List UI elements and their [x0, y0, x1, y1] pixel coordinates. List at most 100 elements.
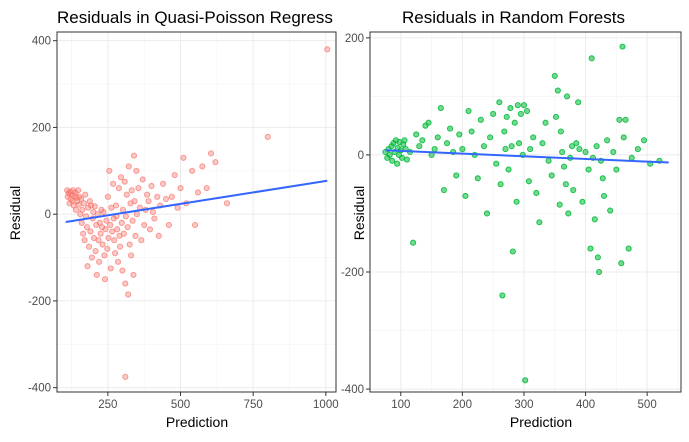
scatter-point	[203, 185, 210, 192]
scatter-point	[130, 271, 137, 278]
scatter-point	[107, 265, 114, 272]
scatter-point	[556, 201, 563, 208]
scatter-point	[80, 230, 87, 237]
scatter-point	[324, 46, 331, 53]
scatter-point	[530, 134, 537, 141]
x-tick-label: 750	[244, 399, 263, 411]
scatter-point	[604, 137, 611, 144]
scatter-point	[520, 102, 528, 109]
scatter-point	[117, 174, 124, 181]
scatter-point	[525, 178, 532, 185]
x-tick-label: 300	[514, 399, 533, 411]
scatter-point	[115, 185, 122, 192]
scatter-point	[562, 181, 569, 188]
scatter-point	[160, 180, 167, 187]
x-tick-label: 250	[98, 399, 117, 411]
trend-line	[65, 179, 328, 223]
y-tick-label: 200	[32, 122, 51, 134]
scatter-point	[104, 245, 111, 252]
scatter-point	[138, 237, 145, 244]
trend-layer	[65, 179, 328, 223]
scatter-point	[130, 152, 138, 159]
scatter-point	[120, 230, 127, 237]
scatter-point	[78, 195, 85, 203]
scatter-point	[85, 243, 93, 250]
scatter-point	[596, 268, 603, 276]
trend-layer	[385, 149, 669, 164]
scatter-point	[570, 186, 577, 194]
scatter-point	[75, 187, 82, 194]
axes-layer: 100 200 300 400 500 200 0 -200 -400	[341, 31, 682, 411]
scatter-point	[146, 226, 154, 233]
scatter-point	[634, 146, 641, 153]
scatter-point	[585, 166, 592, 173]
scatter-point	[122, 280, 129, 287]
scatter-point	[133, 167, 140, 174]
scatter-point	[447, 125, 454, 132]
scatter-point	[118, 219, 125, 226]
scatter-point	[599, 175, 606, 182]
y-tick-label: 400	[32, 36, 51, 48]
scatter-point	[462, 192, 469, 199]
scatter-point	[148, 182, 155, 190]
scatter-point	[386, 151, 393, 158]
scatter-point	[576, 146, 583, 153]
scatter-point	[503, 113, 510, 120]
scatter-point	[64, 187, 71, 194]
scatter-point	[587, 245, 594, 252]
scatter-point	[111, 237, 118, 244]
scatter-point	[620, 134, 627, 141]
scatter-point	[459, 146, 466, 153]
scatter-point	[84, 263, 91, 270]
scatter-point	[132, 232, 139, 239]
scatter-point	[398, 154, 406, 161]
scatter-point	[72, 206, 79, 213]
scatter-point	[443, 140, 451, 147]
scatter-point	[80, 200, 88, 207]
scatter-point	[507, 105, 514, 112]
scatter-point	[82, 191, 89, 198]
scatter-point	[125, 291, 132, 298]
trend-line	[385, 149, 669, 164]
scatter-point	[125, 163, 132, 170]
scatter-point	[177, 185, 184, 192]
scatter-point	[487, 134, 494, 141]
x-tick-label: 200	[453, 399, 472, 411]
scatter-point	[103, 217, 110, 224]
y-tick-label: -400	[28, 383, 51, 395]
scatter-point	[109, 228, 116, 235]
scatter-point	[122, 213, 129, 220]
scatter-point	[87, 228, 94, 235]
scatter-point	[99, 241, 106, 248]
scatter-point	[548, 172, 555, 179]
scatter-point	[78, 219, 85, 226]
scatter-point	[207, 150, 215, 157]
scatter-point	[145, 198, 152, 205]
scatter-point	[95, 237, 102, 244]
scatter-point	[128, 252, 135, 259]
scatter-point	[425, 119, 432, 126]
scatter-point	[613, 166, 620, 173]
scatter-point	[97, 230, 104, 237]
scatter-point	[522, 377, 529, 384]
scatter-point	[114, 226, 121, 233]
scatter-point	[101, 276, 109, 283]
scatter-point	[619, 43, 626, 50]
scatter-point	[223, 200, 231, 207]
scatter-point	[126, 241, 133, 248]
x-tick-label: 500	[638, 399, 657, 411]
scatter-point	[112, 202, 120, 209]
scatter-point	[496, 99, 503, 106]
scatter-point	[139, 176, 146, 183]
scatter-point	[106, 167, 113, 174]
scatter-point	[523, 107, 531, 115]
scatter-point	[505, 166, 512, 173]
scatter-point	[559, 148, 566, 156]
scatter-point	[96, 258, 103, 265]
scatter-point	[101, 252, 108, 259]
y-tick-label: 0	[358, 150, 364, 162]
scatter-point	[594, 254, 601, 261]
scatter-point	[171, 172, 178, 179]
scatter-point	[502, 146, 509, 153]
scatter-point	[123, 191, 130, 198]
